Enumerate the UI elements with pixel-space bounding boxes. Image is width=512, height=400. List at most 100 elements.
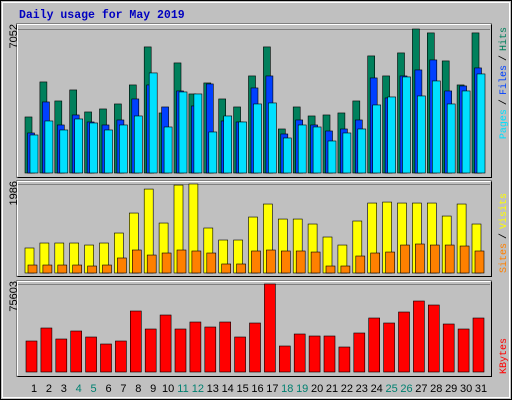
bar — [370, 252, 381, 274]
bar — [442, 323, 455, 373]
bar — [323, 335, 336, 373]
bar — [102, 264, 112, 274]
bar — [417, 95, 426, 174]
bar — [117, 257, 127, 274]
bar — [446, 103, 456, 174]
x-tick-label: 1 — [31, 383, 37, 395]
bar — [221, 263, 231, 274]
bar — [40, 327, 53, 373]
bar — [355, 255, 366, 274]
bar — [42, 264, 53, 274]
x-tick-label: 10 — [162, 383, 174, 395]
bar — [146, 254, 157, 274]
bar — [325, 265, 336, 274]
bar — [204, 326, 217, 373]
x-tick-label: 25 — [385, 383, 397, 395]
bar — [266, 249, 276, 274]
legend-separator: / — [498, 55, 510, 61]
bar — [368, 317, 381, 373]
bar — [72, 264, 82, 274]
bar — [472, 317, 485, 373]
bar — [459, 245, 470, 274]
bar — [268, 102, 277, 174]
bar — [338, 346, 351, 373]
bar — [104, 129, 113, 174]
legend-entry: Files — [498, 65, 510, 95]
x-tick-label: 5 — [91, 383, 97, 395]
panel-bevel — [17, 281, 491, 376]
bar — [282, 137, 292, 174]
bar — [264, 283, 276, 373]
x-tick-label: 21 — [326, 383, 338, 395]
legend-entry: KBytes — [499, 338, 510, 374]
bar — [57, 264, 68, 274]
bar — [342, 132, 352, 174]
bar — [238, 121, 247, 174]
y-tick-label: 75603 — [8, 281, 20, 312]
bar — [474, 250, 485, 274]
x-tick-label: 14 — [222, 383, 234, 395]
legend: Pages / Files / Hits — [498, 27, 510, 139]
bar — [161, 252, 172, 274]
x-tick-label: 2 — [46, 383, 52, 395]
x-tick-label: 9 — [150, 383, 156, 395]
bar — [413, 300, 425, 373]
x-tick-label: 18 — [281, 383, 293, 395]
bar — [278, 345, 291, 373]
bar — [400, 244, 410, 274]
bar — [251, 250, 261, 274]
bar — [253, 103, 262, 174]
x-tick-label: 24 — [371, 383, 383, 395]
bar — [327, 140, 337, 174]
bar — [415, 243, 425, 274]
x-tick-label: 16 — [251, 383, 263, 395]
bar — [427, 304, 440, 373]
x-tick-label: 12 — [192, 383, 204, 395]
bar — [429, 244, 440, 274]
bar — [70, 330, 82, 373]
panel-shadow — [17, 281, 492, 377]
x-tick-label: 26 — [400, 383, 412, 395]
bar — [312, 126, 322, 174]
bar — [398, 311, 410, 373]
bar — [280, 250, 291, 274]
x-tick-label: 22 — [341, 383, 353, 395]
bar — [372, 104, 382, 174]
bar — [387, 96, 396, 174]
x-tick-label: 11 — [177, 383, 188, 395]
bar — [461, 90, 471, 174]
y-tick-label: 1986 — [8, 181, 20, 205]
bar — [159, 314, 172, 373]
bar — [191, 250, 202, 274]
bar — [293, 333, 306, 373]
x-tick-label: 17 — [266, 383, 278, 395]
bar — [383, 322, 395, 373]
legend-entry: Sites — [498, 243, 510, 273]
bar — [134, 115, 143, 174]
bar — [89, 122, 98, 174]
bar — [385, 251, 395, 274]
bar — [223, 115, 232, 174]
bar — [144, 328, 157, 373]
bar — [130, 310, 142, 373]
legend: KBytes — [499, 338, 510, 374]
panel-shadow — [17, 181, 492, 277]
bar — [148, 72, 158, 174]
x-tick-label: 31 — [475, 383, 487, 395]
bar — [476, 73, 486, 174]
legend-separator: / — [498, 233, 510, 239]
panel-bevel — [17, 181, 491, 276]
legend-separator: / — [498, 99, 510, 105]
bar — [431, 80, 441, 174]
bar — [178, 91, 188, 174]
legend-entry: Hits — [498, 27, 510, 51]
x-tick-label: 6 — [105, 383, 111, 395]
bar — [234, 336, 246, 373]
x-tick-label: 29 — [445, 383, 457, 395]
bar — [176, 249, 187, 274]
bar — [87, 265, 97, 274]
bar — [119, 124, 128, 174]
